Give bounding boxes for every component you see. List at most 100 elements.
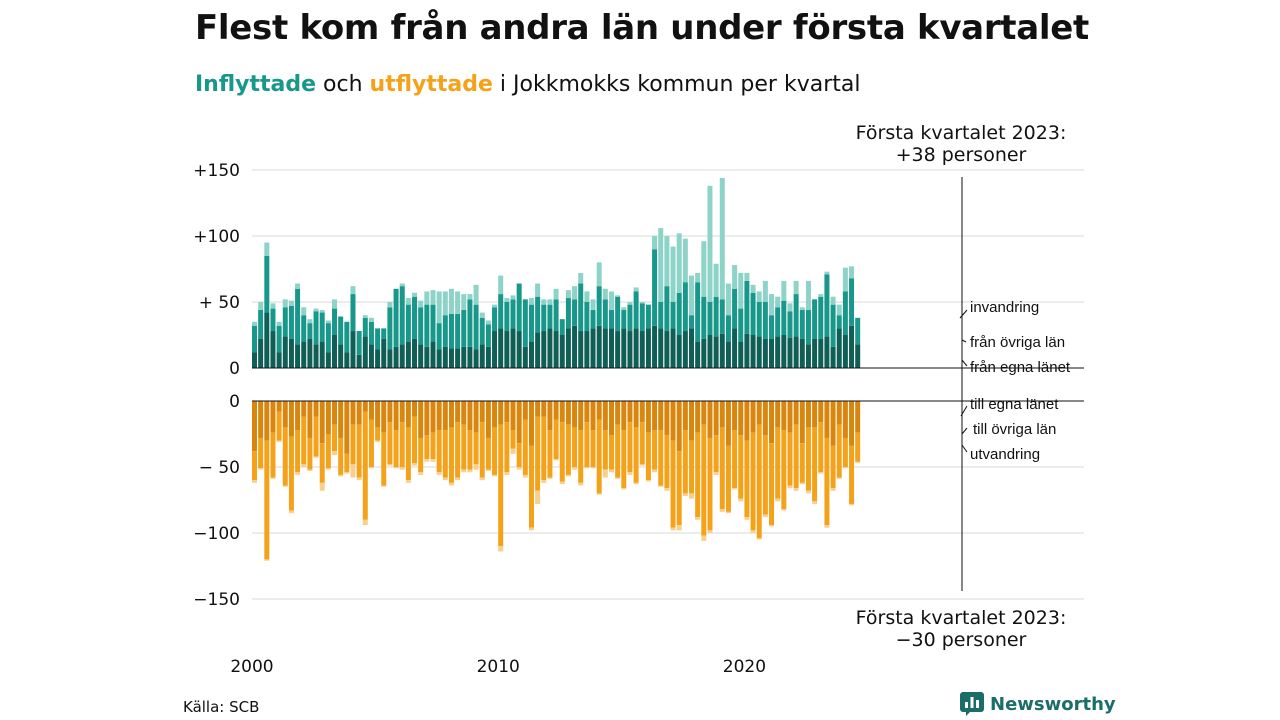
bar-in-segment: [849, 266, 855, 279]
bar-out-segment: [639, 401, 645, 423]
annotation-top-line2: +38 personer: [896, 144, 1027, 166]
bar-out-segment: [769, 401, 775, 444]
bar-out-segment: [842, 467, 848, 469]
bar-out-segment: [541, 401, 547, 417]
bar-in-segment: [658, 228, 664, 302]
bar-in-segment: [824, 274, 830, 337]
bar-out-segment: [258, 437, 264, 469]
bar-in-segment: [578, 272, 584, 284]
bar-in-segment: [689, 275, 695, 316]
bar-in-segment: [270, 303, 276, 309]
bar-out-segment: [621, 430, 627, 489]
bar-in-segment: [473, 284, 479, 305]
bar-in-segment: [805, 344, 811, 368]
bar-out-segment: [516, 401, 522, 444]
bar-out-segment: [399, 467, 405, 470]
bar-out-segment: [504, 422, 510, 473]
bar-in-segment: [695, 341, 701, 368]
bar-out-segment: [572, 427, 578, 467]
x-tick-label: 2010: [477, 657, 520, 677]
bar-out-segment: [356, 424, 362, 478]
bar-in-segment: [276, 321, 282, 326]
bar-out-segment: [725, 401, 731, 446]
bar-out-segment: [430, 401, 436, 433]
bar-out-segment: [559, 422, 565, 482]
bar-in-segment: [381, 328, 387, 339]
bar-out-segment: [467, 401, 473, 431]
bar-out-segment: [775, 401, 781, 428]
bar-in-segment: [356, 354, 362, 368]
bar-in-segment: [448, 313, 454, 349]
bar-in-segment: [412, 292, 418, 297]
bar-in-segment: [541, 331, 547, 368]
bar-in-segment: [621, 307, 627, 310]
bar-out-segment: [676, 451, 682, 526]
bar-in-segment: [842, 267, 848, 292]
y-tick-labels: +150 +100 + 50 0 0 − 50 −100 −150: [193, 161, 240, 610]
bar-in-segment: [535, 296, 541, 333]
bar-out-segment: [781, 509, 787, 511]
bar-in-segment: [338, 344, 344, 368]
annotation-bottom-line1: Första kvartalet 2023:: [856, 607, 1067, 629]
bar-in-segment: [467, 299, 473, 347]
bar-in-segment: [516, 331, 522, 368]
bar-in-segment: [430, 290, 436, 305]
bar-out-segment: [319, 482, 325, 491]
bar-in-segment: [682, 331, 688, 368]
bar-in-segment: [485, 324, 491, 347]
bar-in-segment: [615, 331, 621, 368]
bar-in-segment: [608, 328, 614, 368]
bar-in-segment: [301, 315, 307, 342]
x-tick-label: 2020: [723, 657, 766, 677]
bar-out-segment: [639, 422, 645, 465]
bar-in-segment: [270, 331, 276, 368]
bar-out-segment: [387, 464, 393, 466]
bar-out-segment: [282, 401, 288, 428]
bar-in-segment: [405, 341, 411, 368]
bar-out-segment: [473, 401, 479, 433]
bar-out-segment: [295, 472, 301, 475]
bar-in-segment: [676, 233, 682, 293]
bar-out-segment: [842, 401, 848, 438]
bar-out-segment: [615, 477, 621, 479]
bar-out-segment: [368, 419, 374, 467]
bar-in-segment: [313, 308, 319, 312]
bar-out-segment: [750, 530, 756, 533]
bar-out-segment: [621, 401, 627, 431]
segment-label-leader: [961, 339, 967, 343]
bar-in-segment: [547, 328, 553, 368]
bar-out-segment: [338, 401, 344, 438]
segment-label-fran-ovriga-lan: från övriga län: [970, 334, 1065, 351]
bar-out-segment: [492, 474, 498, 477]
bar-out-segment: [849, 503, 855, 506]
bar-out-segment: [430, 459, 436, 462]
bar-out-segment: [381, 432, 387, 486]
bar-out-segment: [799, 401, 805, 444]
bar-in-segment: [350, 331, 356, 368]
segment-label-till-ovriga-lan: till övriga län: [973, 421, 1056, 438]
bar-in-segment: [307, 338, 313, 368]
bar-in-segment: [436, 323, 442, 350]
bar-in-segment: [504, 298, 510, 302]
bar-out-segment: [695, 517, 701, 520]
y-tick-label: −150: [193, 590, 240, 610]
bar-in-segment: [252, 352, 257, 368]
bar-in-segment: [332, 299, 338, 309]
bar-in-segment: [547, 304, 553, 329]
bar-out-segment: [430, 432, 436, 460]
bar-out-segment: [670, 401, 676, 441]
bar-in-segment: [732, 328, 738, 368]
bar-in-segment: [769, 315, 775, 339]
segment-label-till-egna-lanet: till egna länet: [970, 396, 1059, 413]
bar-in-segment: [393, 346, 399, 368]
bar-out-segment: [689, 401, 695, 441]
bar-out-segment: [412, 416, 418, 464]
bar-out-segment: [399, 422, 405, 467]
bar-out-segment: [258, 401, 264, 438]
bar-out-segment: [455, 477, 461, 481]
subtitle-utflyttade: utflyttade: [369, 72, 493, 97]
bar-out-segment: [756, 424, 762, 539]
bar-out-segment: [701, 535, 707, 541]
bar-in-segment: [535, 283, 541, 297]
